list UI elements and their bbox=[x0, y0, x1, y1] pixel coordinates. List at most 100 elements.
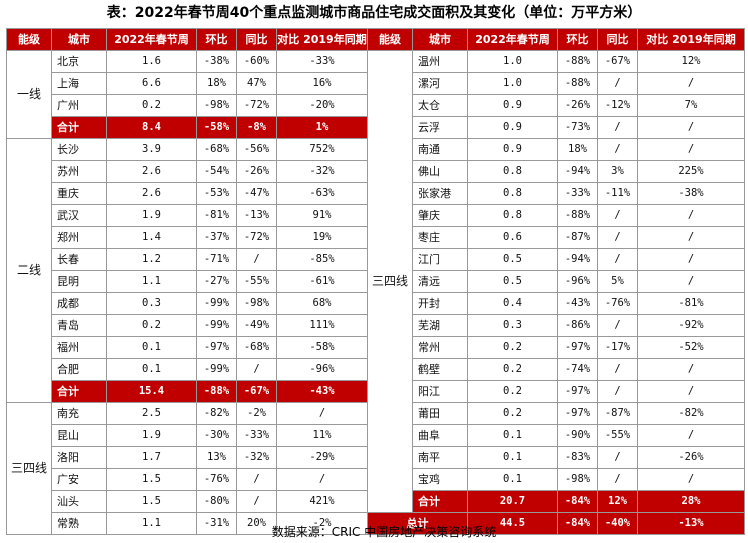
city-cell: 北京 bbox=[51, 50, 107, 73]
city-cell: 曲阜 bbox=[412, 424, 468, 447]
mom-cell: -82% bbox=[196, 402, 237, 425]
table-row: 郑州 1.4 -37% -72% 19% 枣庄 0.6 -87% / / bbox=[7, 226, 745, 249]
city-cell: 成都 bbox=[51, 292, 107, 315]
vs2019-cell: 12% bbox=[637, 50, 745, 73]
vs2019-cell: / bbox=[637, 380, 745, 403]
city-cell: 常州 bbox=[412, 336, 468, 359]
mom-cell: -27% bbox=[196, 270, 237, 293]
vs2019-cell: 7% bbox=[637, 94, 745, 117]
yoy-cell: / bbox=[597, 468, 638, 491]
vs2019-cell: / bbox=[637, 358, 745, 381]
yoy-cell: -72% bbox=[236, 94, 277, 117]
city-cell: 张家港 bbox=[412, 182, 468, 205]
table-row: 合肥 0.1 -99% / -96% 鹤壁 0.2 -74% / / bbox=[7, 358, 745, 381]
table-body: 一线 北京 1.6 -38% -60% -33% 三四线 温州 1.0 -88% -67% 12% 上海… bbox=[6, 50, 745, 535]
header-cell: 能级 bbox=[6, 28, 52, 51]
city-cell: 昆山 bbox=[51, 424, 107, 447]
mom-cell: -76% bbox=[196, 468, 237, 491]
yoy-cell: / bbox=[597, 446, 638, 469]
vs2019-cell: / bbox=[637, 226, 745, 249]
table-row: 苏州 2.6 -54% -26% -32% 佛山 0.8 -94% 3% 225% bbox=[7, 160, 745, 183]
yoy-cell: / bbox=[597, 138, 638, 161]
city-cell: 青岛 bbox=[51, 314, 107, 337]
city-cell: 广安 bbox=[51, 468, 107, 491]
area-cell: 0.2 bbox=[467, 380, 558, 403]
area-cell: 6.6 bbox=[106, 72, 197, 95]
city-cell: 莆田 bbox=[412, 402, 468, 425]
city-cell: 太仓 bbox=[412, 94, 468, 117]
mom-cell: 18% bbox=[557, 138, 598, 161]
area-cell: 1.4 bbox=[106, 226, 197, 249]
city-cell: 长沙 bbox=[51, 138, 107, 161]
mom-cell: -99% bbox=[196, 314, 237, 337]
yoy-cell: 3% bbox=[597, 160, 638, 183]
mom-cell: -88% bbox=[557, 50, 598, 73]
city-cell: 长春 bbox=[51, 248, 107, 271]
yoy-cell: 5% bbox=[597, 270, 638, 293]
header-cell: 同比 bbox=[597, 28, 638, 51]
yoy-cell: -56% bbox=[236, 138, 277, 161]
table-row: 上海 6.6 18% 47% 16% 漯河 1.0 -88% / / bbox=[7, 72, 745, 95]
subtotal-vs2019-cell: -43% bbox=[276, 380, 368, 403]
yoy-cell: / bbox=[597, 72, 638, 95]
mom-cell: -74% bbox=[557, 358, 598, 381]
header-cell: 环比 bbox=[557, 28, 598, 51]
city-cell: 南充 bbox=[51, 402, 107, 425]
city-cell: 广州 bbox=[51, 94, 107, 117]
area-cell: 0.6 bbox=[467, 226, 558, 249]
area-cell: 1.2 bbox=[106, 248, 197, 271]
table-row: 福州 0.1 -97% -68% -58% 常州 0.2 -97% -17% -52% bbox=[7, 336, 745, 359]
mom-cell: -53% bbox=[196, 182, 237, 205]
area-cell: 0.2 bbox=[467, 358, 558, 381]
yoy-cell: -17% bbox=[597, 336, 638, 359]
yoy-cell: / bbox=[236, 248, 277, 271]
tier-cell: 一线 bbox=[6, 50, 52, 139]
vs2019-cell: -82% bbox=[637, 402, 745, 425]
vs2019-cell: -20% bbox=[276, 94, 368, 117]
yoy-cell: / bbox=[597, 314, 638, 337]
area-cell: 0.5 bbox=[467, 270, 558, 293]
mom-cell: -97% bbox=[557, 380, 598, 403]
table-row: 合计 15.4 -88% -67% -43% 阳江 0.2 -97% / / bbox=[7, 380, 745, 403]
mom-cell: 18% bbox=[196, 72, 237, 95]
mom-cell: -88% bbox=[557, 204, 598, 227]
mom-cell: -30% bbox=[196, 424, 237, 447]
area-cell: 1.9 bbox=[106, 204, 197, 227]
vs2019-cell: / bbox=[276, 402, 368, 425]
table-row: 青岛 0.2 -99% -49% 111% 芜湖 0.3 -86% / -92% bbox=[7, 314, 745, 337]
tier-cell: 二线 bbox=[6, 138, 52, 403]
yoy-cell: -12% bbox=[597, 94, 638, 117]
area-cell: 0.1 bbox=[467, 424, 558, 447]
area-cell: 1.1 bbox=[106, 512, 197, 535]
total-mom-cell: -84% bbox=[557, 512, 598, 535]
table-row: 重庆 2.6 -53% -47% -63% 张家港 0.8 -33% -11% -38% bbox=[7, 182, 745, 205]
city-cell: 江门 bbox=[412, 248, 468, 271]
yoy-cell: -32% bbox=[236, 446, 277, 469]
area-cell: 0.9 bbox=[467, 116, 558, 139]
mom-cell: -96% bbox=[557, 270, 598, 293]
area-cell: 1.0 bbox=[467, 72, 558, 95]
subtotal-vs2019-cell: 28% bbox=[637, 490, 745, 513]
area-cell: 1.5 bbox=[106, 490, 197, 513]
area-cell: 2.5 bbox=[106, 402, 197, 425]
header-cell: 同比 bbox=[236, 28, 277, 51]
vs2019-cell: 16% bbox=[276, 72, 368, 95]
mom-cell: -99% bbox=[196, 358, 237, 381]
area-cell: 1.5 bbox=[106, 468, 197, 491]
yoy-cell: 20% bbox=[236, 512, 277, 535]
area-cell: 1.1 bbox=[106, 270, 197, 293]
yoy-cell: -76% bbox=[597, 292, 638, 315]
yoy-cell: -87% bbox=[597, 402, 638, 425]
area-cell: 1.9 bbox=[106, 424, 197, 447]
mom-cell: -97% bbox=[557, 336, 598, 359]
yoy-cell: -55% bbox=[597, 424, 638, 447]
data-table: 能级 城市 2022年春节周 环比 同比 对比 2019年同期 能级 城市 20… bbox=[6, 28, 745, 535]
mom-cell: -43% bbox=[557, 292, 598, 315]
total-area-cell: 44.5 bbox=[467, 512, 558, 535]
table-row: 昆明 1.1 -27% -55% -61% 清远 0.5 -96% 5% / bbox=[7, 270, 745, 293]
vs2019-cell: 91% bbox=[276, 204, 368, 227]
subtotal-mom-cell: -88% bbox=[196, 380, 237, 403]
city-cell: 汕头 bbox=[51, 490, 107, 513]
subtotal-label: 合计 bbox=[51, 116, 107, 139]
area-cell: 0.2 bbox=[106, 314, 197, 337]
